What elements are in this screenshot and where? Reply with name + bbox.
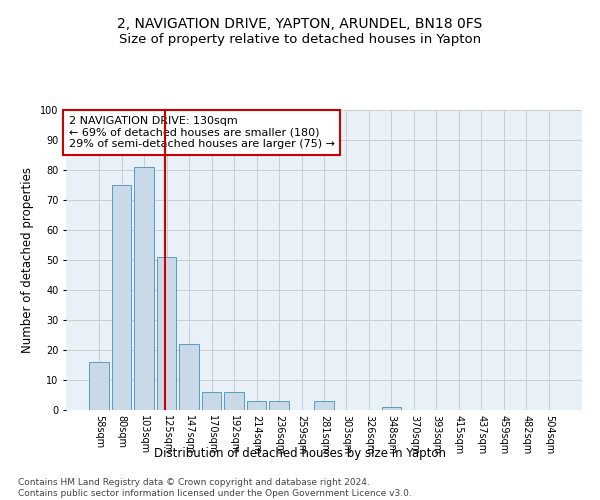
Text: 2 NAVIGATION DRIVE: 130sqm
← 69% of detached houses are smaller (180)
29% of sem: 2 NAVIGATION DRIVE: 130sqm ← 69% of deta… — [68, 116, 335, 149]
Bar — [314, 401, 334, 410]
Bar — [89, 362, 109, 410]
Bar — [269, 401, 289, 410]
Text: Size of property relative to detached houses in Yapton: Size of property relative to detached ho… — [119, 32, 481, 46]
Bar — [112, 185, 131, 410]
Text: Distribution of detached houses by size in Yapton: Distribution of detached houses by size … — [154, 448, 446, 460]
Bar — [382, 407, 401, 410]
Bar — [179, 344, 199, 410]
Bar — [224, 392, 244, 410]
Bar — [202, 392, 221, 410]
Y-axis label: Number of detached properties: Number of detached properties — [22, 167, 34, 353]
Bar — [134, 167, 154, 410]
Bar — [157, 257, 176, 410]
Text: Contains HM Land Registry data © Crown copyright and database right 2024.
Contai: Contains HM Land Registry data © Crown c… — [18, 478, 412, 498]
Text: 2, NAVIGATION DRIVE, YAPTON, ARUNDEL, BN18 0FS: 2, NAVIGATION DRIVE, YAPTON, ARUNDEL, BN… — [118, 18, 482, 32]
Bar — [247, 401, 266, 410]
